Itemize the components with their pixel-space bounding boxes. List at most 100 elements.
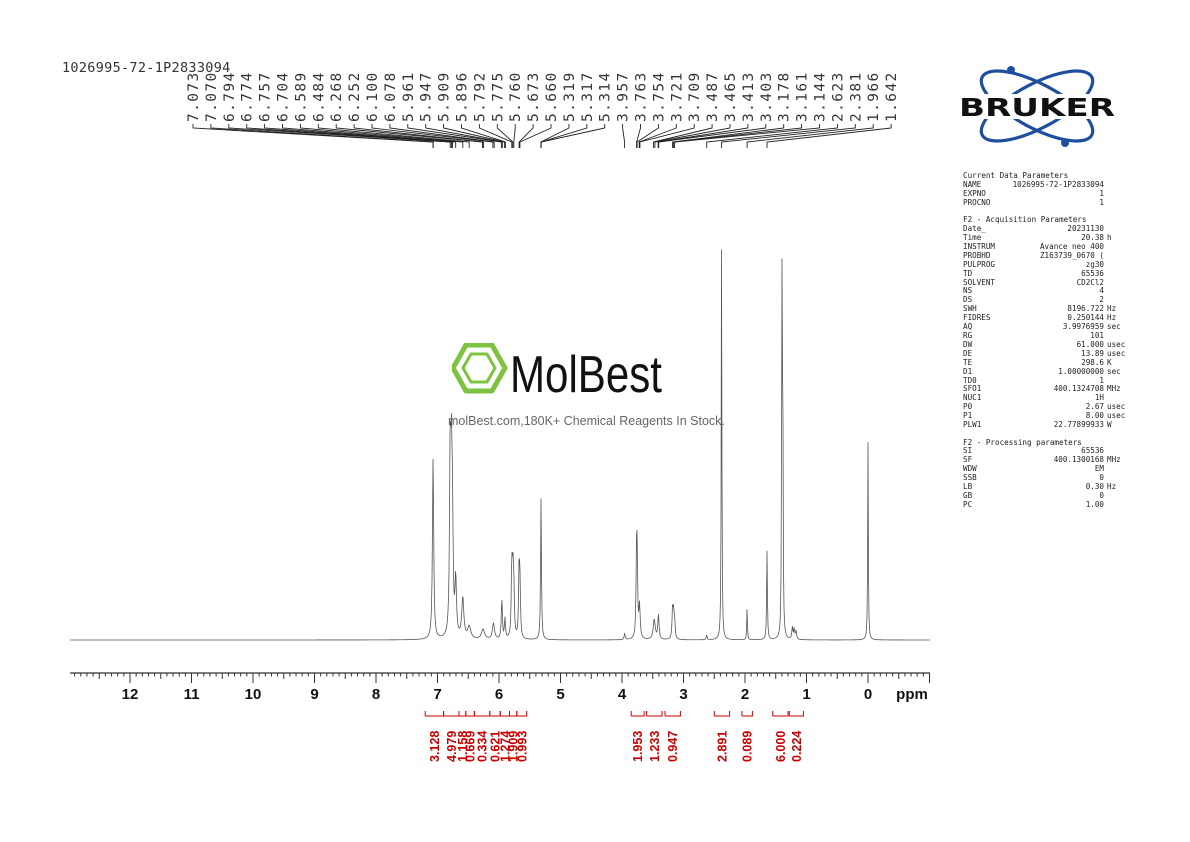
parameter-row: PULPROG zg30 <box>963 260 1123 270</box>
x-tick-label: 12 <box>122 686 139 703</box>
watermark-tagline: molBest.com,180K+ Chemical Reagents In S… <box>448 414 725 428</box>
peak-label: 3.721 <box>669 71 685 122</box>
watermark-brand: MolBest <box>510 346 662 403</box>
parameter-row: PROCNO 1 <box>963 197 1123 208</box>
bruker-logo: BRUKER <box>955 62 1120 152</box>
peak-label: 6.757 <box>258 71 274 122</box>
parameter-value: 65536 <box>1081 446 1104 456</box>
peak-label: 1.642 <box>884 71 900 122</box>
parameter-key: SSB <box>963 473 977 483</box>
peak-leader-line <box>335 124 483 148</box>
peak-leader-line <box>496 124 514 148</box>
parameter-value: 1 <box>1099 375 1104 385</box>
integral-bracket <box>646 711 663 717</box>
parameter-unit: Hz <box>1107 313 1117 323</box>
peak-leader-line <box>371 124 494 148</box>
peak-label: 5.319 <box>562 71 578 122</box>
parameter-key: INSTRUM <box>963 241 996 251</box>
parameter-row: DE 13.89 usec <box>963 348 1126 359</box>
peak-label: 5.896 <box>455 71 471 122</box>
parameter-value: 400.1324708 <box>1053 384 1104 394</box>
spectrum-trace <box>70 249 930 641</box>
parameter-unit: usec <box>1107 348 1126 358</box>
parameter-key: DW <box>963 339 973 349</box>
parameter-value: 1 <box>1099 188 1104 198</box>
integral-label: 4.979 <box>445 731 459 762</box>
integral-label: 3.128 <box>428 731 442 762</box>
parameter-row: EXPNO 1 <box>963 188 1123 199</box>
peak-leader-line <box>658 124 767 148</box>
parameter-unit <box>1104 287 1123 296</box>
parameter-key: Date_ <box>963 224 986 234</box>
parameter-unit <box>1104 243 1123 252</box>
integral-label: 0.089 <box>741 731 755 762</box>
parameter-value: 1026995-72-1P2833094 <box>1012 179 1104 189</box>
peak-label: 7.070 <box>204 71 220 122</box>
bruker-wordmark: BRUKER <box>959 93 1115 122</box>
peak-leader-line <box>766 124 892 148</box>
parameter-key: SWH <box>963 304 977 314</box>
peak-leader-line <box>228 124 451 148</box>
molbest-watermark: MolBest <box>450 342 752 404</box>
parameter-unit <box>1104 492 1123 501</box>
peak-label: 2.623 <box>830 71 846 122</box>
parameter-value: CD2Cl2 <box>1076 277 1104 287</box>
peak-leader-line <box>540 124 588 148</box>
parameter-key: P0 <box>963 402 973 412</box>
peak-label: 3.161 <box>795 71 811 122</box>
parameter-key: NUC1 <box>963 393 982 403</box>
peak-label: 7.073 <box>186 71 202 122</box>
peak-label: 5.775 <box>490 71 506 122</box>
parameter-row: SWH 8196.722 Hz <box>963 304 1123 314</box>
peak-leader-line <box>672 124 785 148</box>
peak-leader-line <box>461 124 506 148</box>
peak-leader-line <box>636 124 641 148</box>
parameter-unit: W <box>1107 420 1112 430</box>
parameter-row: SFO1 400.1324708 MHz <box>963 385 1123 394</box>
integral-bracket <box>516 711 528 717</box>
peak-label: 2.381 <box>848 71 864 122</box>
parameter-value: 65536 <box>1081 268 1104 278</box>
peak-label: 5.792 <box>472 71 488 122</box>
parameter-key: WDW <box>963 464 977 474</box>
parameter-row: DS 2 <box>963 295 1123 305</box>
parameter-key: NS <box>963 286 973 296</box>
peak-label: 3.709 <box>687 71 703 122</box>
peak-leader-line <box>513 124 516 148</box>
integral-bracket <box>509 711 518 717</box>
peak-label: 5.317 <box>580 71 596 122</box>
benzene-icon <box>450 342 508 394</box>
integral-label: 0.947 <box>666 731 680 762</box>
peak-label: 1.966 <box>866 71 882 122</box>
peak-leader-line <box>657 124 749 148</box>
parameter-row: WDW EM <box>963 464 1123 474</box>
peak-leader-line <box>425 124 503 148</box>
peak-label: 6.484 <box>311 71 327 122</box>
parameter-row: Current Data Parameters <box>963 171 1123 181</box>
parameter-value: 8196.722 <box>1067 304 1104 314</box>
integral-label: 1.909 <box>507 731 521 762</box>
integral-bracket <box>664 711 681 717</box>
parameter-value: 400.1300168 <box>1053 455 1104 465</box>
integral-bracket <box>465 711 475 717</box>
peak-leader-line <box>638 124 677 148</box>
integral-label: 1.158 <box>456 731 470 762</box>
parameter-key: SF <box>963 455 973 465</box>
parameter-value: 0.250144 <box>1067 313 1104 323</box>
parameter-unit <box>1104 190 1123 199</box>
peak-label: 3.487 <box>705 71 721 122</box>
parameter-key: DS <box>963 295 973 305</box>
parameter-row: SSB 0 <box>963 473 1123 483</box>
parameter-row: PLW1 22.77899933 W <box>963 420 1123 430</box>
peak-leader-line <box>674 124 820 148</box>
parameter-key: TD <box>963 268 973 278</box>
parameter-key: SI <box>963 446 973 456</box>
integral-bracket <box>424 711 445 717</box>
parameter-block: F2 - Processing parameters SI 65536 SF 400.1… <box>963 438 1123 510</box>
parameter-row: AQ 3.9976959 sec <box>963 322 1123 332</box>
x-tick-label: 6 <box>495 686 503 703</box>
parameter-key: PROCNO <box>963 197 991 207</box>
integral-bracket <box>473 711 491 717</box>
peak-label: 6.268 <box>329 71 345 122</box>
x-tick-label: 0 <box>864 686 872 703</box>
